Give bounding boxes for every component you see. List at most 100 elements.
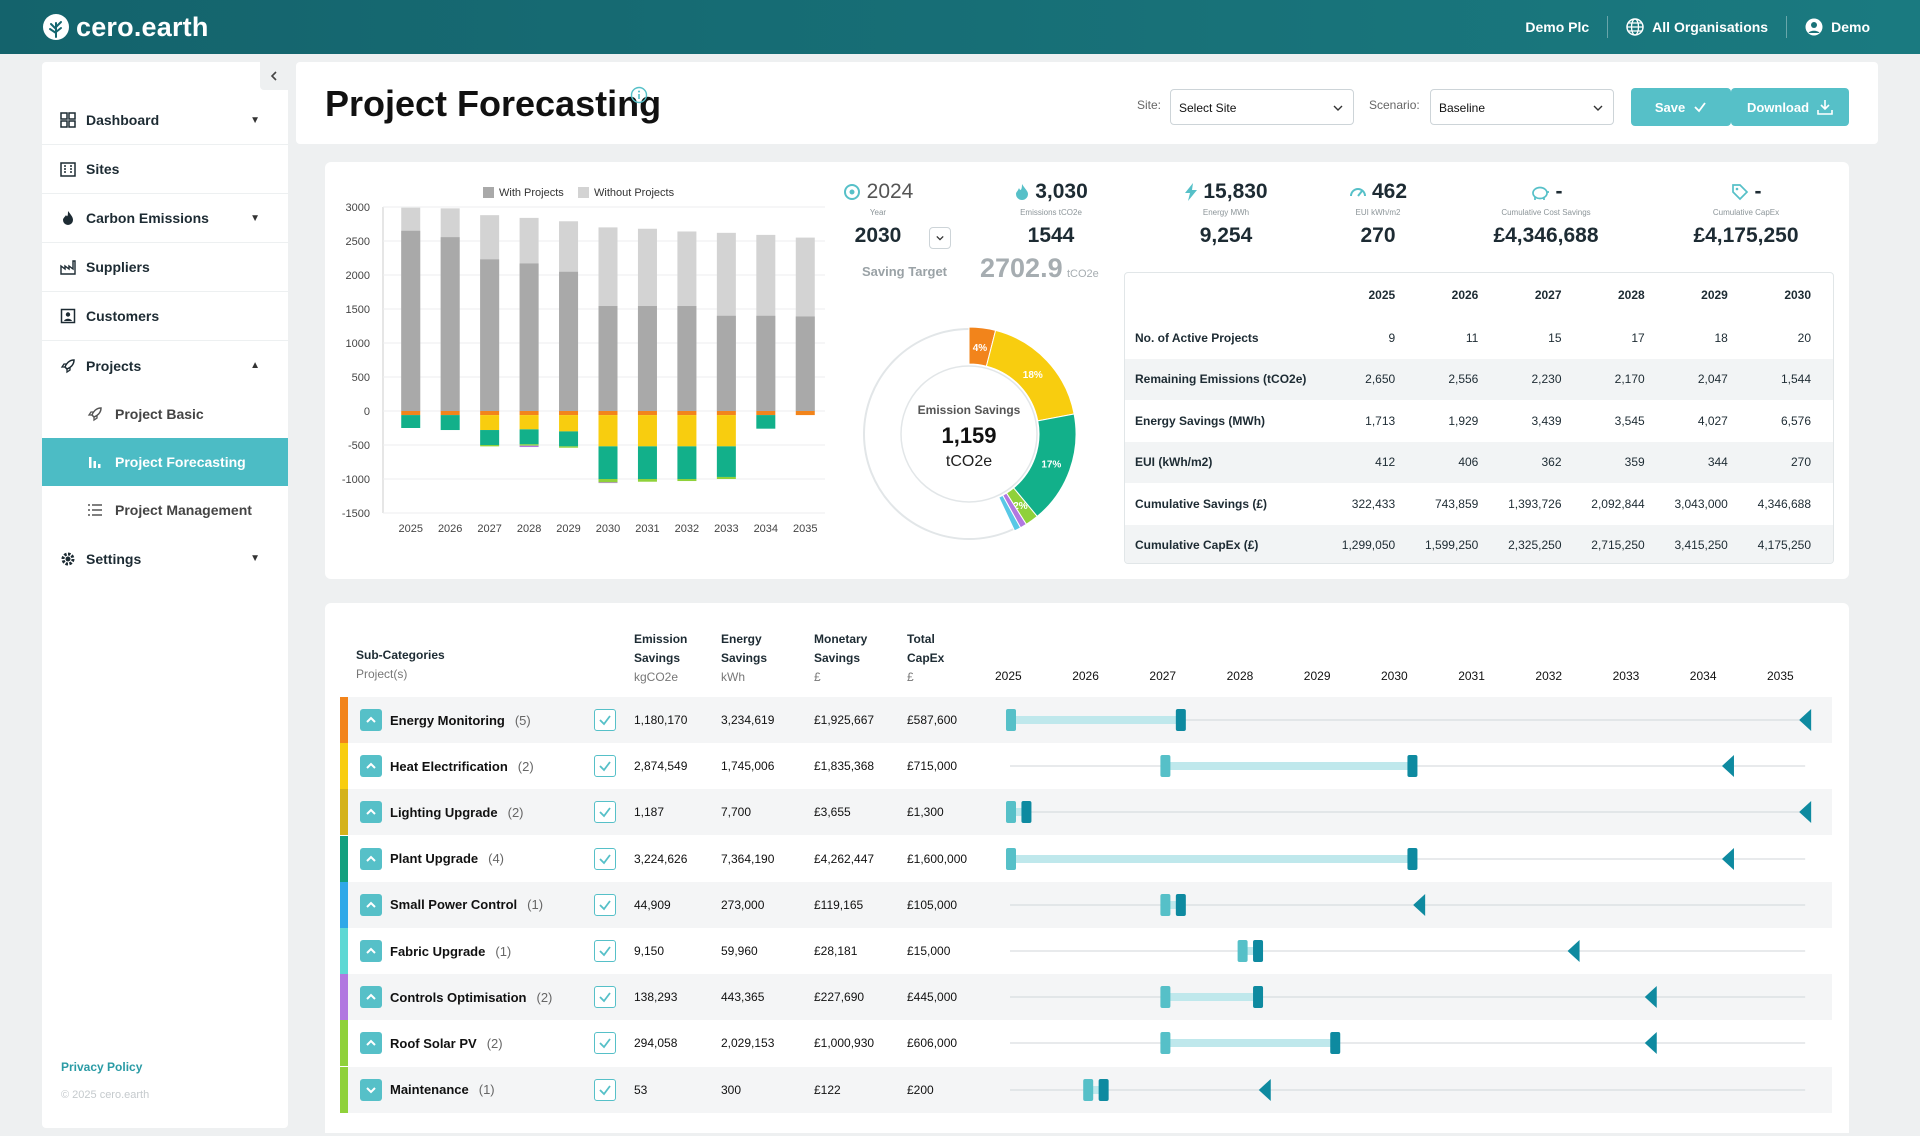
project-category-row[interactable]: Energy Monitoring (5) 1,180,170 3,234,619… (340, 697, 1832, 743)
summary-row-label: No. of Active Projects (1135, 330, 1259, 345)
user-avatar-icon (1805, 18, 1823, 36)
energy-savings-cell: 273,000 (721, 897, 765, 912)
bar-savings-segment (677, 446, 697, 479)
x-tick-label: 2032 (675, 523, 699, 535)
save-button[interactable]: Save (1631, 88, 1731, 126)
subcat-header-sub: Project(s) (356, 667, 408, 681)
info-icon[interactable] (630, 86, 648, 104)
collapse-toggle-button[interactable] (360, 709, 382, 731)
scenario-select[interactable]: Baseline (1430, 89, 1614, 125)
bar-with-projects (795, 316, 815, 411)
capex-cell: £445,000 (907, 990, 958, 1005)
bar-savings-segment (480, 445, 500, 447)
y-tick-label: -500 (348, 440, 370, 452)
privacy-policy-link[interactable]: Privacy Policy (61, 1060, 143, 1074)
project-category-row[interactable]: Fabric Upgrade (1) 9,150 59,960 £28,181 £… (340, 928, 1832, 974)
category-checkbox[interactable] (594, 801, 616, 824)
check-icon (599, 1085, 611, 1095)
collapse-toggle-button[interactable] (360, 847, 382, 870)
y-tick-label: 3000 (346, 202, 370, 214)
timeline-bar (1010, 716, 1180, 724)
timeline-bar (1010, 854, 1412, 863)
monetary-savings-cell: £119,165 (814, 897, 864, 912)
download-button[interactable]: Download (1731, 88, 1849, 126)
bar-with-projects (480, 259, 500, 411)
sidebar-item-sites[interactable]: Sites (42, 145, 288, 194)
summary-row-label: Cumulative Savings (£) (1135, 496, 1268, 511)
bar-savings-segment (637, 415, 657, 447)
sidebar-subitem-project-forecasting[interactable]: Project Forecasting (42, 438, 288, 486)
emission-savings-donut: 4%18%17%2%57% (863, 326, 1077, 540)
sidebar-item-carbon-emissions[interactable]: Carbon Emissions ▼ (42, 194, 288, 243)
project-category-row[interactable]: Plant Upgrade (4) 3,224,626 7,364,190 £4,… (340, 835, 1832, 882)
project-category-row[interactable]: Roof Solar PV (2) 294,058 2,029,153 £1,00… (340, 1020, 1832, 1067)
category-checkbox[interactable] (594, 986, 616, 1009)
summary-cell (1829, 441, 1833, 483)
energy-header-l1: Energy (721, 632, 762, 646)
category-checkbox[interactable] (594, 1078, 616, 1101)
brand-logo[interactable]: cero.earth (42, 12, 209, 43)
project-category-row[interactable]: Small Power Control (1) 44,909 273,000 £1… (340, 881, 1832, 928)
collapse-sidebar-button[interactable] (260, 62, 288, 90)
donut-unit: tCO2e (945, 453, 993, 470)
category-checkbox[interactable] (594, 940, 616, 962)
collapse-toggle-button[interactable] (360, 986, 382, 1009)
category-checkbox[interactable] (594, 755, 616, 778)
caret-up-icon: ▲ (250, 360, 260, 371)
sidebar-item-dashboard[interactable]: Dashboard ▼ (42, 96, 288, 145)
project-category-row[interactable]: Maintenance (1) 53 300 £122 £200 (340, 1066, 1832, 1113)
energy-savings-cell: 3,234,619 (721, 713, 775, 727)
energy-savings-cell: 300 (721, 1082, 742, 1097)
chevron-up-icon (366, 901, 376, 908)
timeline-end-handle (1021, 801, 1032, 824)
donut-center: Emission Savings 1,159 tCO2e (899, 403, 1039, 471)
collapse-toggle-button[interactable] (360, 755, 382, 778)
category-checkbox[interactable] (594, 1032, 616, 1055)
sidebar-subitem-project-basic[interactable]: Project Basic (42, 390, 288, 438)
donut-slice-label: 17% (1041, 460, 1061, 471)
organisations-switcher[interactable]: All Organisations (1626, 18, 1768, 36)
category-checkbox[interactable] (594, 847, 616, 870)
check-icon (599, 900, 611, 911)
summary-cell: 2,230 (1496, 358, 1580, 400)
bar-with-projects (519, 263, 539, 411)
summary-cell: 2,092,844 (1591, 496, 1645, 511)
collapse-toggle-button[interactable] (360, 893, 382, 916)
collapse-toggle-button[interactable] (360, 801, 382, 824)
bar-with-projects (559, 271, 579, 411)
user-menu[interactable]: Demo (1805, 18, 1870, 36)
category-checkbox[interactable] (594, 893, 616, 916)
project-category-row[interactable]: Heat Electrification (2) 2,874,549 1,745,… (340, 743, 1832, 790)
sidebar-item-suppliers[interactable]: Suppliers (42, 243, 288, 292)
check-icon (599, 715, 611, 726)
contact-icon (60, 308, 76, 324)
bar-with-projects (756, 315, 776, 411)
expand-toggle-button[interactable] (360, 1078, 382, 1101)
bar-savings-segment (795, 411, 815, 416)
collapse-toggle-button[interactable] (360, 940, 382, 962)
bar-savings-segment (756, 411, 776, 416)
collapse-toggle-button[interactable] (360, 1032, 382, 1055)
caret-down-icon: ▼ (250, 114, 260, 126)
summary-cell: 4,346,688 (1757, 496, 1812, 511)
year-dropdown-button[interactable] (929, 227, 951, 249)
check-icon (599, 807, 611, 818)
project-category-row[interactable]: Controls Optimisation (2) 138,293 443,365… (340, 974, 1832, 1021)
sidebar-item-settings[interactable]: Settings ▼ (42, 534, 288, 583)
kpi-eui: 462 EUI kWh/m2 270 (1333, 180, 1423, 248)
summary-cell: 9 (1388, 330, 1396, 345)
check-icon (599, 1038, 611, 1049)
org-name[interactable]: Demo Plc (1525, 19, 1589, 35)
bar-savings-segment (677, 479, 697, 482)
bar-savings-segment (598, 446, 618, 479)
sidebar-subitem-project-management[interactable]: Project Management (42, 486, 288, 534)
project-category-row[interactable]: Lighting Upgrade (2) 1,187 7,700 £3,655 £… (340, 789, 1832, 836)
category-color-stripe (340, 928, 348, 974)
timeline-start-handle (1006, 709, 1016, 731)
kpi-capex-sub: Cumulative CapEx (1712, 208, 1780, 217)
sidebar-item-projects[interactable]: Projects ▲ (42, 341, 288, 390)
sidebar-item-customers[interactable]: Customers (42, 292, 288, 341)
summary-cell: 6,576 (1781, 413, 1812, 428)
category-checkbox[interactable] (594, 709, 616, 731)
site-select[interactable]: Select Site (1170, 89, 1354, 125)
